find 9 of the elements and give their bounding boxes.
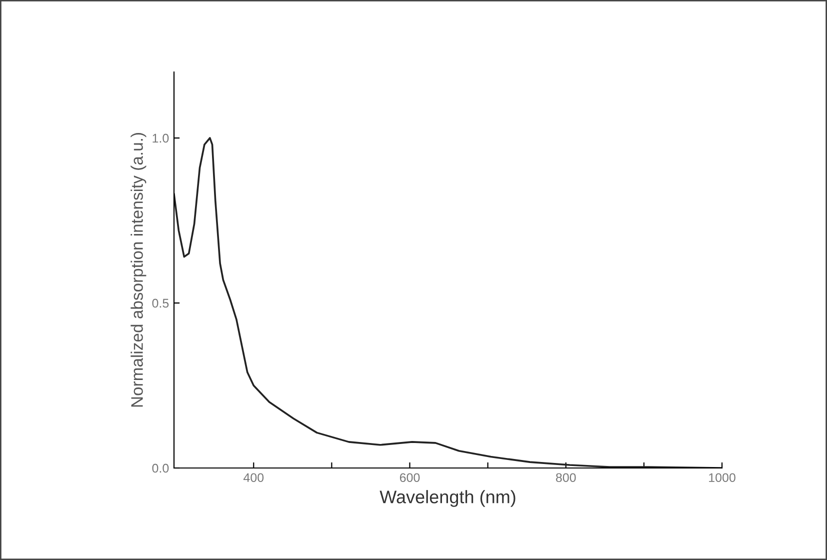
x-tick-label: 1000	[709, 473, 736, 482]
y-tick-label: 0.5	[152, 298, 169, 308]
x-tick-label: 400	[243, 473, 264, 482]
y-axis-title: Normalized absorption intensity (a.u.)	[130, 133, 146, 407]
x-axis-title: Wavelength (nm)	[380, 490, 516, 507]
x-tick-label: 800	[556, 473, 576, 482]
x-tick-label: 600	[400, 473, 420, 482]
y-tick-label: 1.0	[152, 134, 169, 143]
y-tick-label: 0.0	[152, 464, 169, 473]
